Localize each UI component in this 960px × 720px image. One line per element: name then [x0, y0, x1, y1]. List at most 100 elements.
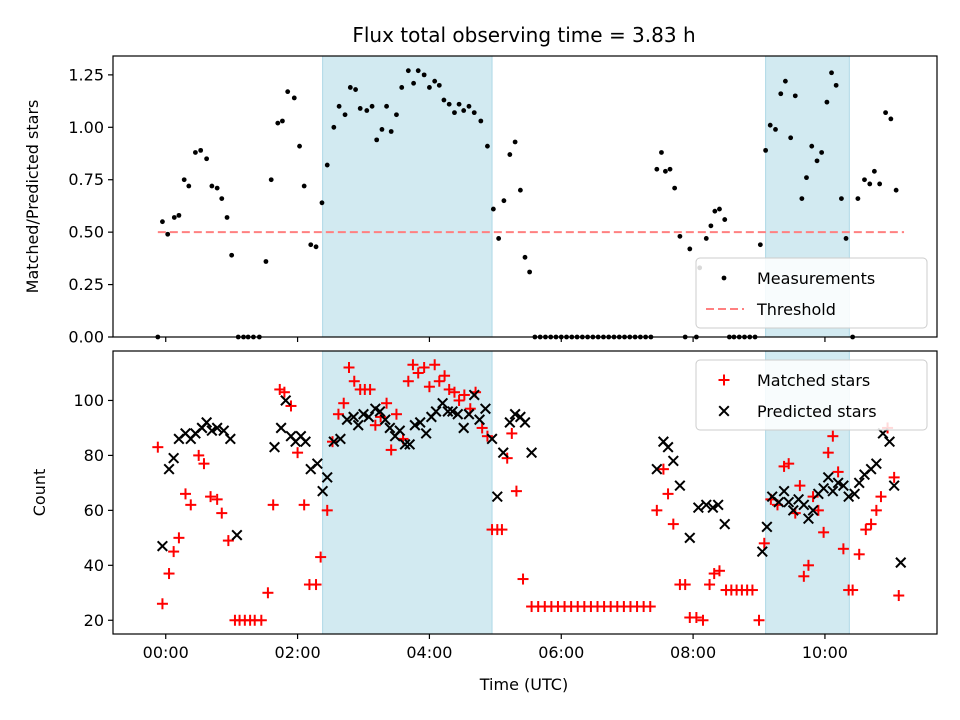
point-0-0-54	[446, 101, 452, 107]
point-1-0-1	[156, 598, 168, 610]
point-1-0-45	[407, 359, 419, 371]
point-1-1-41	[414, 416, 426, 428]
point-1-1-89	[837, 480, 849, 492]
point-1-1-16	[280, 394, 292, 406]
point-0-0-45	[399, 85, 405, 90]
point-1-1-30	[357, 408, 370, 420]
point-1-0-120	[837, 543, 849, 555]
point-1-1-45	[437, 397, 449, 409]
point-1-1-90	[843, 491, 855, 503]
point-0-0-46	[405, 68, 411, 74]
point-0-0-20	[263, 259, 269, 264]
point-0-0-140	[893, 187, 899, 193]
point-1-1-76	[773, 496, 785, 508]
point-1-0-37	[364, 383, 376, 395]
xtick-label-2: 04:00	[406, 643, 452, 662]
point-0-0-134	[862, 177, 867, 183]
point-1-1-98	[888, 480, 900, 492]
point-1-1-44	[430, 405, 442, 417]
point-1-1-38	[399, 438, 411, 450]
point-1-0-38	[369, 419, 381, 431]
point-1-1-40	[409, 419, 421, 431]
point-0-0-11	[214, 185, 220, 191]
point-0-0-95	[663, 168, 668, 174]
point-1-1-54	[486, 433, 498, 445]
ytick-label-0-2: 0.50	[68, 223, 104, 242]
point-1-0-129	[888, 471, 900, 483]
point-0-0-28	[308, 242, 314, 248]
point-0-0-93	[654, 166, 660, 172]
point-0-0-61	[485, 143, 490, 149]
legend-label-0-1: Threshold	[756, 300, 836, 319]
ytick-label-1-0: 20	[84, 611, 104, 630]
point-0-0-58	[466, 103, 472, 109]
point-1-1-66	[674, 480, 686, 492]
point-1-1-95	[870, 458, 882, 470]
point-1-1-51	[468, 389, 480, 401]
point-1-1-11	[218, 425, 230, 437]
point-0-0-40	[374, 137, 380, 143]
point-0-0-43	[388, 129, 394, 134]
point-1-1-71	[712, 499, 724, 511]
point-0-0-1	[160, 219, 165, 225]
point-1-1-97	[884, 436, 896, 448]
point-1-0-112	[798, 570, 810, 582]
ytick-label-0-1: 0.25	[68, 275, 104, 294]
point-0-0-42	[384, 103, 389, 109]
point-1-1-91	[849, 488, 861, 500]
point-1-0-25	[298, 499, 310, 511]
point-0-0-66	[512, 139, 518, 145]
point-1-1-78	[783, 496, 795, 508]
legend-label-1-1: Predicted stars	[757, 402, 877, 421]
point-1-0-123	[853, 548, 865, 560]
point-1-1-86	[822, 471, 834, 483]
point-1-0-53	[448, 386, 460, 398]
point-1-0-130	[893, 590, 905, 602]
point-1-0-20	[267, 499, 279, 511]
ytick-label-0-0: 0.00	[68, 328, 104, 347]
point-1-1-20	[299, 436, 311, 448]
point-1-0-51	[439, 370, 451, 382]
point-1-0-19	[262, 587, 274, 599]
point-0-0-25	[291, 95, 297, 101]
point-1-1-39	[404, 438, 416, 450]
point-1-0-44	[402, 375, 414, 387]
point-1-0-103	[746, 584, 758, 596]
point-1-1-37	[394, 425, 406, 437]
point-1-1-25	[328, 436, 340, 448]
point-0-0-29	[313, 244, 319, 250]
point-0-0-137	[877, 181, 883, 187]
point-0-0-22	[275, 120, 281, 126]
point-1-0-5	[180, 488, 192, 500]
point-0-0-52	[436, 82, 442, 88]
point-1-0-31	[332, 408, 344, 420]
point-1-0-11	[216, 507, 228, 519]
point-1-1-61	[526, 447, 538, 459]
point-1-0-2	[163, 568, 175, 580]
point-1-0-50	[433, 375, 445, 387]
observing-window-0	[322, 55, 493, 338]
point-0-0-104	[708, 223, 714, 229]
point-0-0-128	[829, 70, 834, 76]
point-1-1-1	[163, 463, 175, 475]
point-1-0-63	[501, 452, 513, 464]
point-1-0-119	[832, 466, 844, 478]
ytick-label-1-1: 40	[84, 556, 104, 575]
ytick-label-1-2: 60	[84, 501, 104, 520]
point-1-0-55	[458, 389, 470, 401]
point-1-0-22	[278, 386, 290, 398]
observing-window-0	[322, 350, 493, 635]
point-1-1-83	[807, 504, 819, 516]
point-1-0-96	[708, 568, 720, 580]
point-1-0-6	[185, 499, 197, 511]
point-1-0-118	[827, 430, 839, 442]
point-1-0-42	[390, 408, 402, 420]
point-1-0-33	[343, 361, 355, 373]
point-1-0-58	[476, 422, 488, 434]
point-0-0-103	[703, 236, 709, 241]
point-1-0-27	[310, 579, 322, 591]
point-1-1-55	[491, 491, 503, 503]
point-1-0-0	[152, 441, 164, 453]
point-1-0-3	[168, 546, 180, 558]
